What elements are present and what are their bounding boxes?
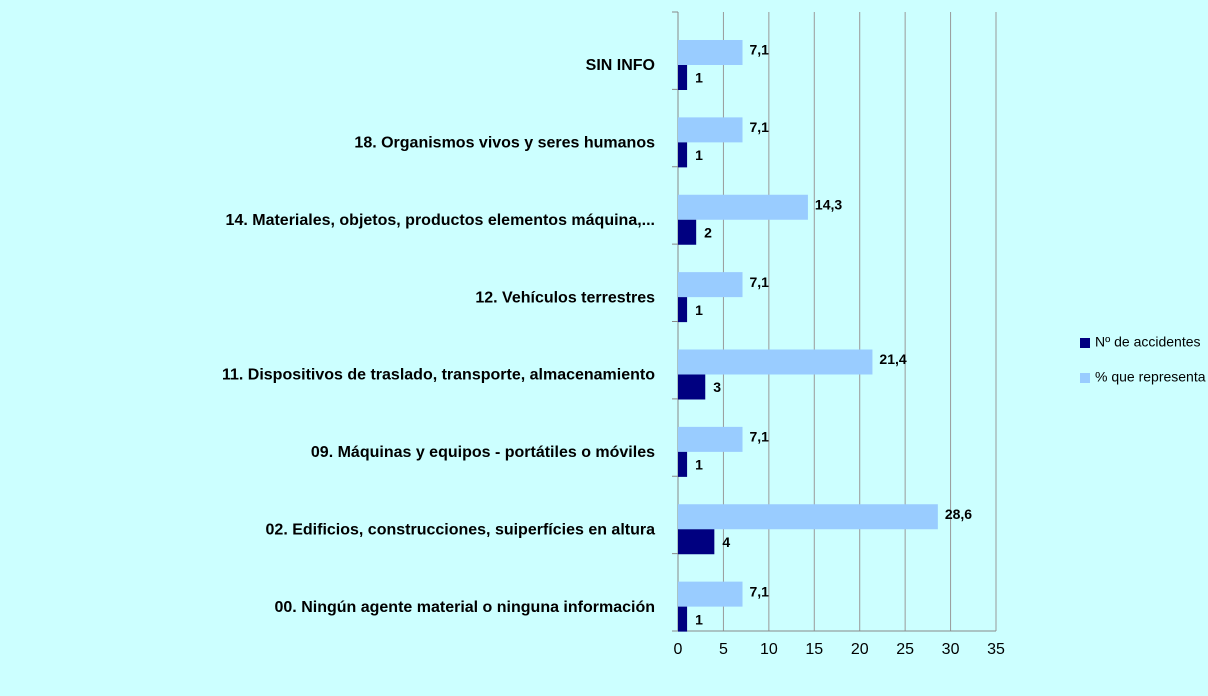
data-label: 28,6 [945, 506, 972, 522]
data-label: 1 [695, 611, 703, 627]
data-label: 7,1 [750, 274, 770, 290]
legend-label: % que representa [1095, 369, 1206, 385]
bar [678, 142, 688, 168]
bar [678, 40, 743, 65]
bar [678, 272, 743, 298]
data-label: 7,1 [750, 429, 770, 445]
data-label: 2 [704, 224, 712, 240]
y-tick-label: 11. Dispositivos de traslado, transporte… [222, 367, 655, 384]
bar [678, 194, 808, 220]
legend-swatch [1080, 338, 1090, 348]
bar [678, 219, 697, 245]
x-tick-label: 30 [942, 641, 960, 658]
bar [678, 504, 938, 530]
data-label: 4 [722, 534, 730, 550]
y-tick-label: 09. Máquinas y equipos - portátiles o mó… [311, 444, 655, 461]
x-tick-label: 35 [987, 641, 1005, 658]
x-tick-label: 5 [719, 641, 728, 658]
y-tick-label: 02. Edificios, construcciones, suiperfíc… [266, 521, 656, 538]
legend-label: Nº de accidentes [1095, 334, 1201, 350]
y-tick-label: 18. Organismos vivos y seres humanos [354, 135, 655, 152]
y-tick-label: SIN INFO [586, 57, 655, 74]
y-tick-label: 12. Vehículos terrestres [475, 289, 655, 306]
bar [678, 451, 688, 477]
legend-swatch [1080, 373, 1090, 383]
y-tick-label: 00. Ningún agente material o ninguna inf… [275, 599, 656, 616]
data-label: 21,4 [879, 351, 906, 367]
data-label: 14,3 [815, 196, 842, 212]
bar [678, 606, 688, 632]
bar [678, 529, 715, 555]
bar [678, 426, 743, 452]
bar [678, 297, 688, 323]
bar [678, 65, 688, 90]
y-tick-label: 14. Materiales, objetos, productos eleme… [226, 212, 655, 229]
data-label: 1 [695, 147, 703, 163]
data-label: 7,1 [750, 583, 770, 599]
bar [678, 374, 706, 400]
data-label: 7,1 [750, 42, 770, 58]
x-tick-label: 15 [805, 641, 823, 658]
data-label: 1 [695, 457, 703, 473]
bar [678, 117, 743, 143]
data-label: 1 [695, 70, 703, 86]
data-label: 1 [695, 302, 703, 318]
x-tick-label: 20 [851, 641, 869, 658]
x-tick-label: 10 [760, 641, 778, 658]
x-tick-label: 25 [896, 641, 914, 658]
x-tick-label: 0 [674, 641, 683, 658]
data-label: 7,1 [750, 119, 770, 135]
data-label: 3 [713, 379, 721, 395]
bar [678, 581, 743, 607]
bar [678, 349, 873, 375]
